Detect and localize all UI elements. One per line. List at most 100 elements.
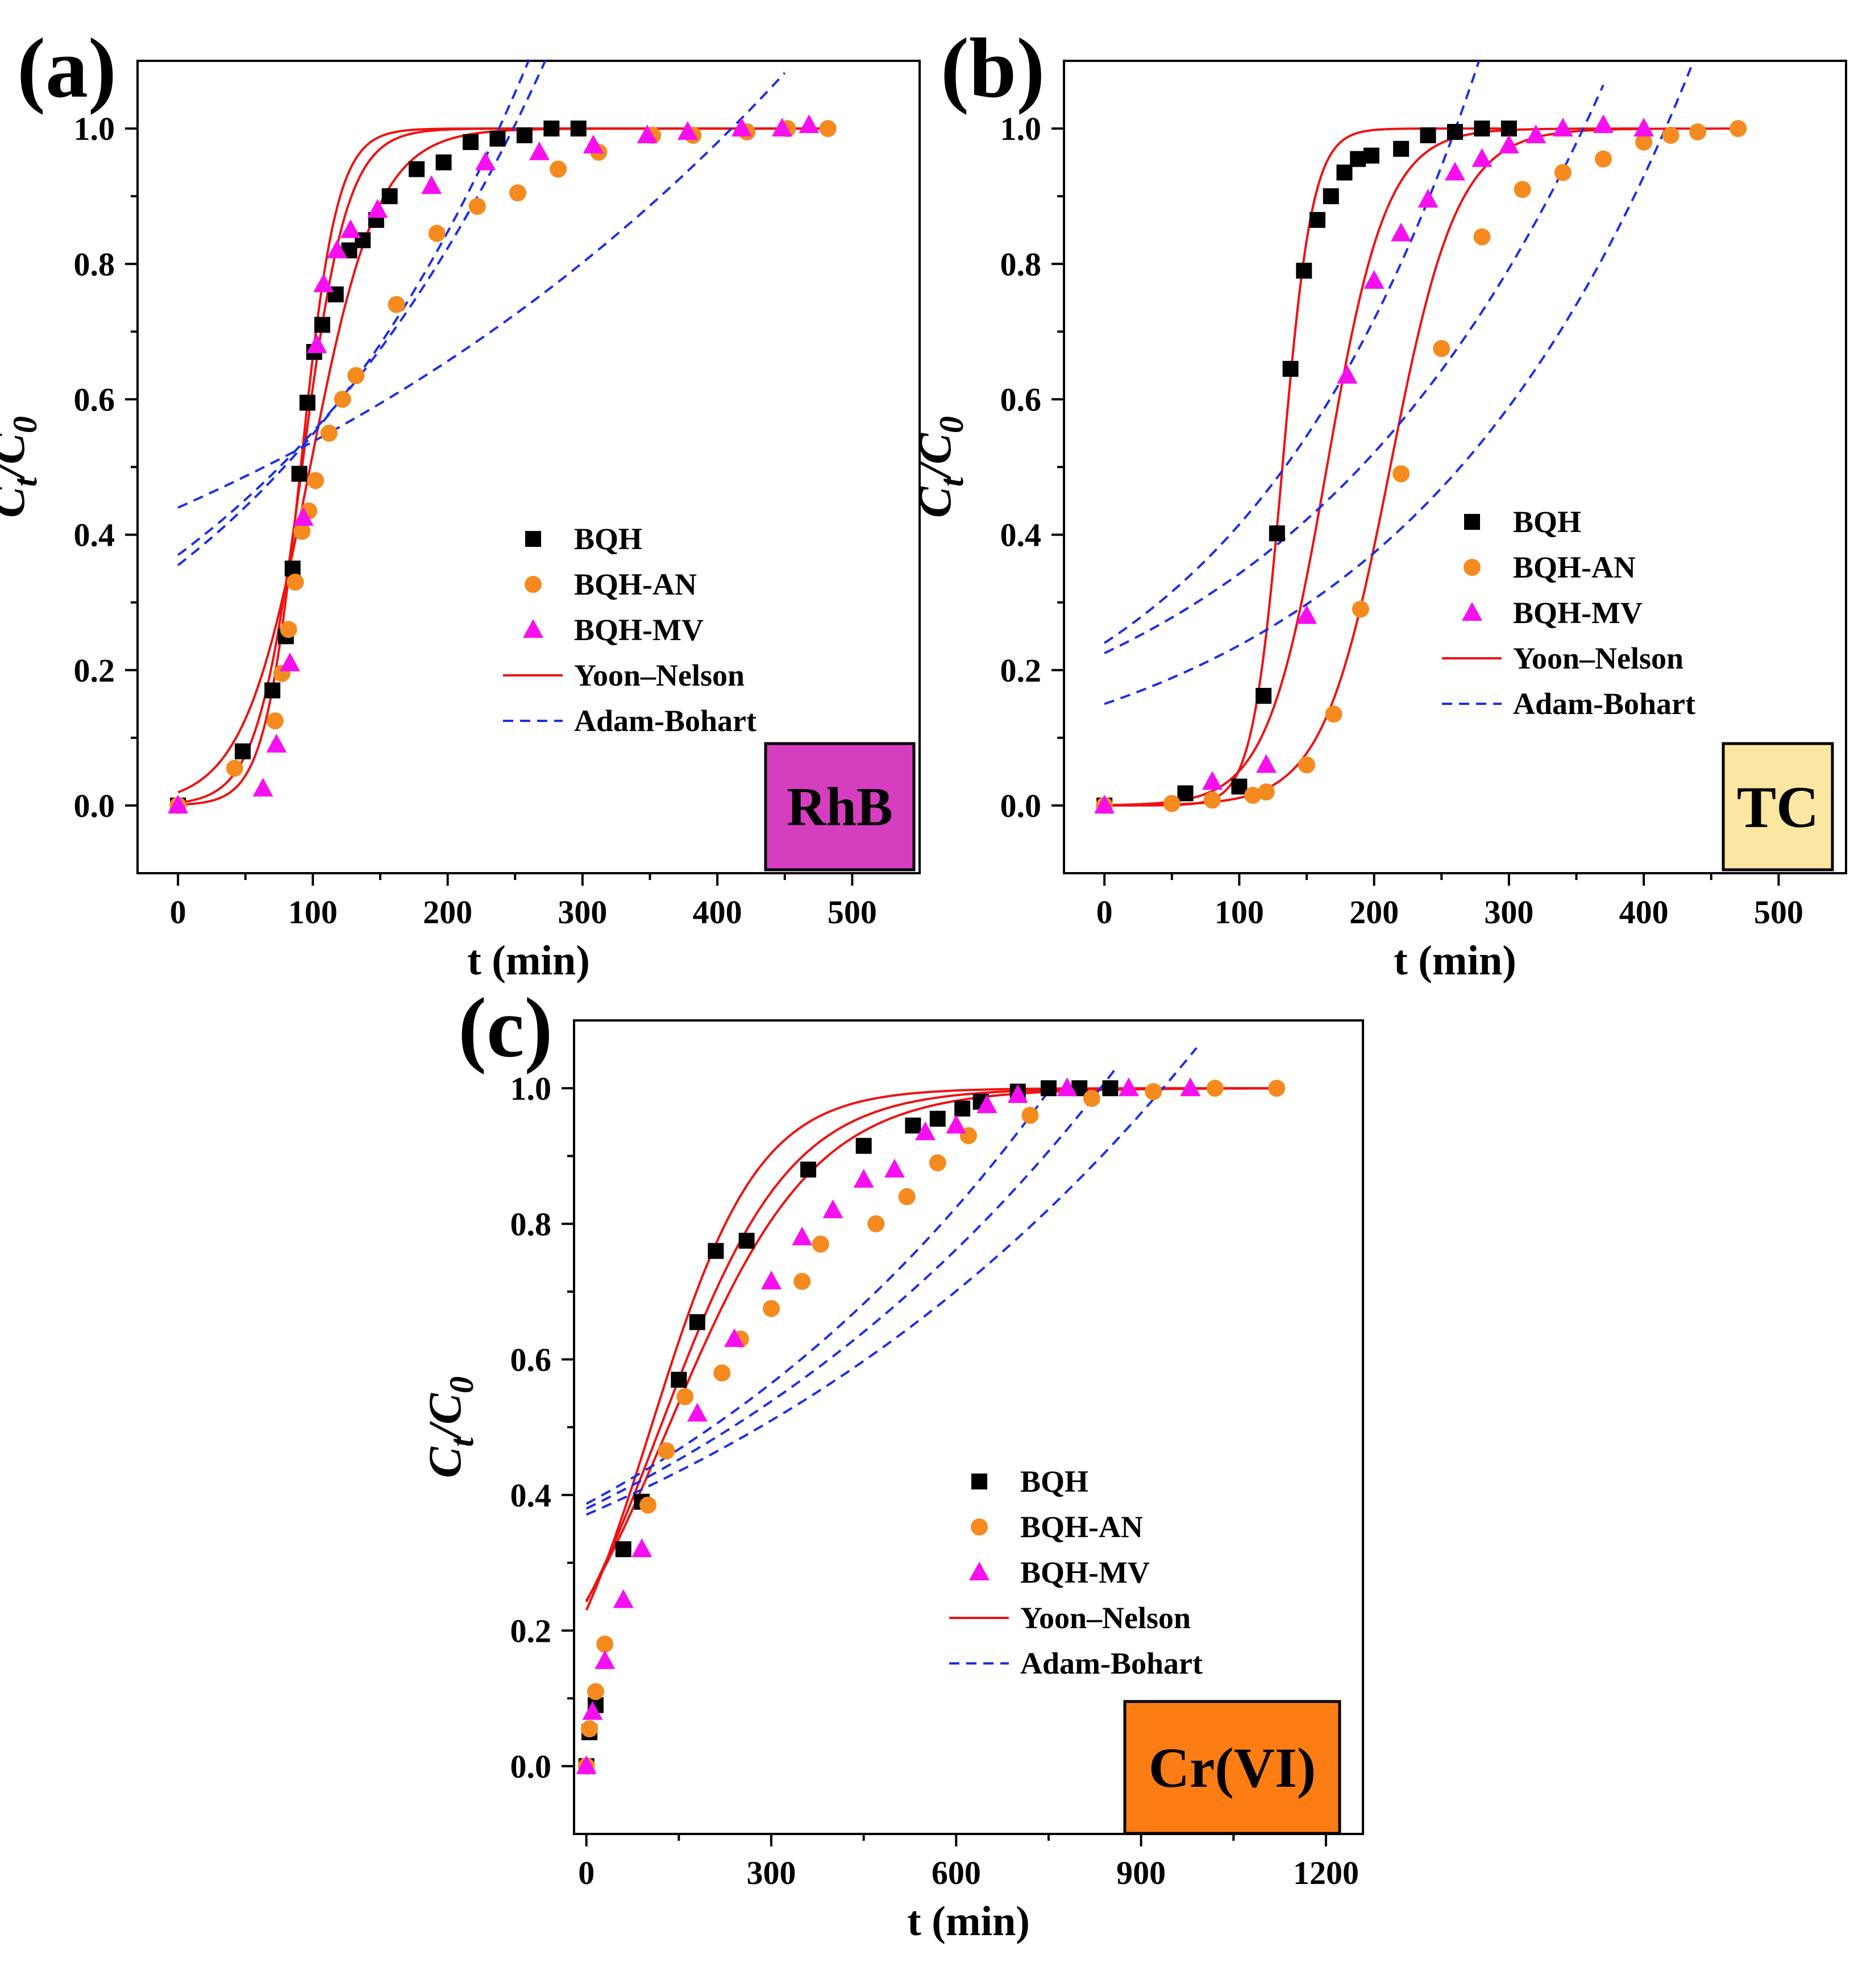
bqh-mv-point: [1180, 1077, 1201, 1097]
x-tick-label: 100: [288, 894, 338, 931]
plot-area: [576, 1047, 1286, 1775]
y-axis-label: Ct/C0: [909, 416, 970, 518]
bqh-an-point: [1352, 600, 1369, 618]
legend-label: BQH-MV: [574, 613, 704, 647]
x-tick-label: 300: [747, 1854, 796, 1891]
bqh-mv-point: [884, 1159, 905, 1178]
bqh-point: [299, 395, 315, 411]
legend-marker-3: [1462, 602, 1482, 621]
y-label-sub-0: 0: [933, 416, 970, 433]
bqh-mv-point: [327, 239, 348, 259]
adam-bohart-fit-1: [177, 61, 530, 566]
bqh-an-point: [581, 1720, 598, 1738]
bqh-an-point: [280, 621, 297, 638]
bqh-point: [435, 154, 452, 171]
bqh-point: [264, 682, 281, 699]
bqh-an-point: [1257, 783, 1275, 801]
bqh-point: [1363, 147, 1379, 164]
bqh-an-point: [819, 120, 837, 138]
bqh-mv-point: [1552, 118, 1573, 137]
adam-bohart-fit-3: [1104, 67, 1693, 705]
bqh-an-point: [1730, 120, 1747, 138]
x-tick-label: 300: [558, 894, 607, 931]
bqh-mv-point: [799, 114, 820, 134]
bqh-mv-point: [677, 121, 698, 140]
bqh-point: [905, 1117, 921, 1134]
bqh-an-point: [1298, 756, 1316, 774]
yoon-nelson-fit-2: [1104, 127, 1644, 807]
bqh-mv-point: [293, 507, 314, 526]
y-tick-label: 0.8: [1000, 246, 1042, 283]
bqh-an-point: [307, 472, 325, 489]
bqh-an-point: [1392, 465, 1410, 483]
bqh-mv-point: [637, 124, 658, 143]
bqh-point: [738, 1232, 755, 1249]
bqh-point: [1447, 124, 1463, 140]
y-tick-label: 1.0: [1000, 110, 1042, 147]
bqh-an-point: [1433, 340, 1450, 358]
y-tick-label: 1.0: [510, 1070, 552, 1107]
bqh-an-point: [320, 424, 338, 442]
bqh-mv-point: [631, 1538, 652, 1558]
analyte-label: TC: [1737, 774, 1819, 840]
y-tick-label: 0.2: [74, 652, 115, 689]
x-tick-label: 500: [1754, 894, 1803, 931]
bqh-an-point: [266, 712, 284, 730]
bqh-an-point: [1145, 1083, 1162, 1101]
adam-bohart-fit-3: [585, 1047, 1198, 1516]
x-axis-label: t (min): [1394, 937, 1516, 984]
panel-c: 0 300 600 900 1200 0.0 0.2 0.4 0.6 0.8 1.0 t (min) C…: [419, 981, 1364, 1945]
bqh-point: [1282, 360, 1299, 377]
legend-marker-1: [1464, 514, 1480, 530]
bqh-mv-point: [976, 1094, 997, 1114]
bqh-an-point: [929, 1154, 946, 1172]
bqh-point: [954, 1101, 971, 1117]
bqh-mv-point: [367, 198, 388, 218]
bqh-point: [235, 743, 251, 759]
bqh-an-point: [658, 1442, 675, 1460]
x-tick-label: 1200: [1293, 1854, 1359, 1891]
y-tick-label: 0.8: [510, 1206, 552, 1243]
bqh-mv-point: [595, 1650, 616, 1669]
bqh-point: [708, 1243, 724, 1259]
bqh-point: [1323, 188, 1339, 205]
bqh-mv-point: [1445, 161, 1465, 181]
bqh-mv-point: [1057, 1077, 1078, 1097]
x-axis-label: t (min): [907, 1898, 1030, 1945]
legend: BQH BQH-AN BQH-MV Yoon–Nelson Adam-Bohart: [949, 1464, 1203, 1680]
y-label-sub-t: t: [443, 1436, 480, 1447]
bqh-mv-point: [853, 1169, 874, 1188]
bqh-mv-point: [761, 1271, 781, 1290]
bqh-an-point: [1554, 164, 1572, 181]
bqh-an-point: [1594, 150, 1612, 168]
legend-marker-3: [969, 1562, 990, 1580]
plot-frame: [1063, 60, 1847, 874]
bqh-point: [1269, 525, 1285, 542]
analyte-box: [1123, 1700, 1341, 1835]
y-tick-label: 0.0: [74, 787, 115, 824]
bqh-an-point: [1268, 1080, 1286, 1097]
y-axis-label: Ct/C0: [419, 1376, 480, 1478]
x-tick-label: 400: [693, 894, 742, 931]
adam-bohart-fit-2: [177, 61, 547, 556]
bqh-point: [516, 127, 533, 143]
bqh-an-point: [1203, 791, 1221, 809]
legend-marker-2: [1464, 559, 1481, 576]
legend-marker-2: [971, 1518, 988, 1535]
y-label-sub-t: t: [933, 476, 970, 487]
bqh-an-point: [468, 198, 486, 215]
adam-bohart-fit-3: [177, 72, 786, 509]
legend: BQH BQH-AN BQH-MV Yoon–Nelson Adam-Bohart: [1442, 505, 1695, 721]
bqh-an-point: [334, 391, 351, 408]
bqh-mv-point: [724, 1328, 745, 1347]
bqh-point: [462, 134, 479, 150]
bqh-point: [1040, 1080, 1057, 1097]
y-tick-label: 0.4: [1000, 517, 1042, 554]
bqh-point: [570, 121, 587, 137]
y-axis-label: Ct/C0: [0, 416, 44, 518]
legend-label: BQH: [1020, 1464, 1088, 1499]
y-tick-label: 0.4: [510, 1477, 552, 1514]
bqh-an-point: [428, 225, 446, 242]
legend: BQH BQH-AN BQH-MV Yoon–Nelson Adam-Bohart: [503, 522, 756, 738]
analyte-box: [1722, 742, 1834, 871]
